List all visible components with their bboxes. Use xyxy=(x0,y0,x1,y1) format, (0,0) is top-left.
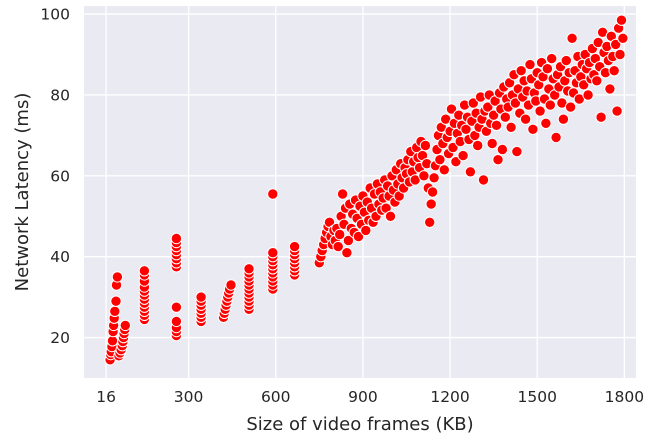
data-point xyxy=(267,188,279,200)
data-point xyxy=(611,105,623,117)
data-point xyxy=(591,75,603,87)
y-tick-labels: 20 40 60 80 100 xyxy=(40,6,70,347)
data-point xyxy=(492,154,504,166)
data-point xyxy=(334,228,346,241)
y-tick-label: 100 xyxy=(40,6,70,24)
data-points xyxy=(104,14,629,366)
data-point xyxy=(424,216,436,229)
data-point xyxy=(608,65,620,77)
data-point xyxy=(490,119,503,132)
data-point xyxy=(564,101,577,113)
data-point xyxy=(496,143,509,156)
data-point xyxy=(527,123,539,136)
data-point xyxy=(604,83,616,95)
x-tick-label: 1800 xyxy=(605,388,644,406)
data-point xyxy=(477,174,490,186)
y-tick-label: 60 xyxy=(50,167,70,185)
data-point xyxy=(614,48,626,61)
data-point xyxy=(560,54,572,67)
data-point xyxy=(610,38,622,51)
data-point xyxy=(288,240,301,253)
x-tick-label: 600 xyxy=(261,388,291,406)
data-point xyxy=(457,149,469,162)
data-point xyxy=(111,271,124,283)
data-point xyxy=(170,232,183,245)
data-point xyxy=(486,137,498,150)
data-point xyxy=(472,139,484,152)
data-point xyxy=(467,97,479,109)
data-point xyxy=(505,121,517,134)
data-point xyxy=(138,265,151,277)
data-point xyxy=(438,164,450,176)
y-axis-label: Network Latency (ms) xyxy=(12,93,33,292)
data-point xyxy=(546,52,558,65)
data-point xyxy=(336,188,349,200)
data-point xyxy=(582,89,594,101)
data-point xyxy=(195,291,207,303)
data-point xyxy=(418,170,430,182)
data-point xyxy=(540,117,552,130)
data-point xyxy=(426,186,439,198)
data-point xyxy=(450,156,462,168)
data-point xyxy=(428,172,440,184)
data-point xyxy=(109,305,121,317)
data-point xyxy=(566,32,578,44)
data-point xyxy=(419,139,432,152)
data-point xyxy=(110,295,122,307)
data-point xyxy=(170,301,183,313)
data-point xyxy=(341,247,353,259)
data-point xyxy=(482,101,494,113)
data-point xyxy=(243,263,255,275)
data-point xyxy=(425,198,437,210)
data-point xyxy=(511,145,523,158)
data-point xyxy=(617,32,629,44)
data-point xyxy=(615,14,628,26)
data-point xyxy=(267,247,279,259)
data-point xyxy=(541,62,554,75)
data-point xyxy=(447,141,459,154)
data-point xyxy=(534,105,546,117)
x-tick-label: 300 xyxy=(174,388,204,406)
data-point xyxy=(464,166,477,178)
data-point xyxy=(360,224,372,237)
data-point xyxy=(519,113,532,125)
x-tick-label: 16 xyxy=(96,388,116,406)
data-point xyxy=(352,230,365,243)
data-point xyxy=(342,234,355,247)
data-point xyxy=(499,111,511,123)
data-point xyxy=(119,319,132,332)
x-tick-label: 1200 xyxy=(430,388,469,406)
y-tick-label: 40 xyxy=(50,248,70,266)
data-point xyxy=(544,99,556,111)
data-point xyxy=(170,315,183,328)
data-point xyxy=(434,154,446,166)
x-tick-labels: 16 300 600 900 1200 1500 1800 xyxy=(96,388,644,406)
data-point xyxy=(445,103,458,115)
y-tick-label: 80 xyxy=(50,86,70,104)
data-point xyxy=(595,111,607,123)
y-tick-label: 20 xyxy=(50,329,70,347)
data-point xyxy=(332,240,344,253)
data-point xyxy=(524,58,536,71)
x-tick-label: 1500 xyxy=(517,388,556,406)
data-point xyxy=(384,210,397,223)
data-point xyxy=(550,131,562,144)
data-point xyxy=(515,65,527,77)
x-axis-label: Size of video frames (KB) xyxy=(246,414,473,435)
data-point xyxy=(578,79,590,91)
data-point xyxy=(509,97,522,109)
data-point xyxy=(557,113,570,125)
data-point xyxy=(225,279,237,291)
x-tick-label: 900 xyxy=(348,388,378,406)
